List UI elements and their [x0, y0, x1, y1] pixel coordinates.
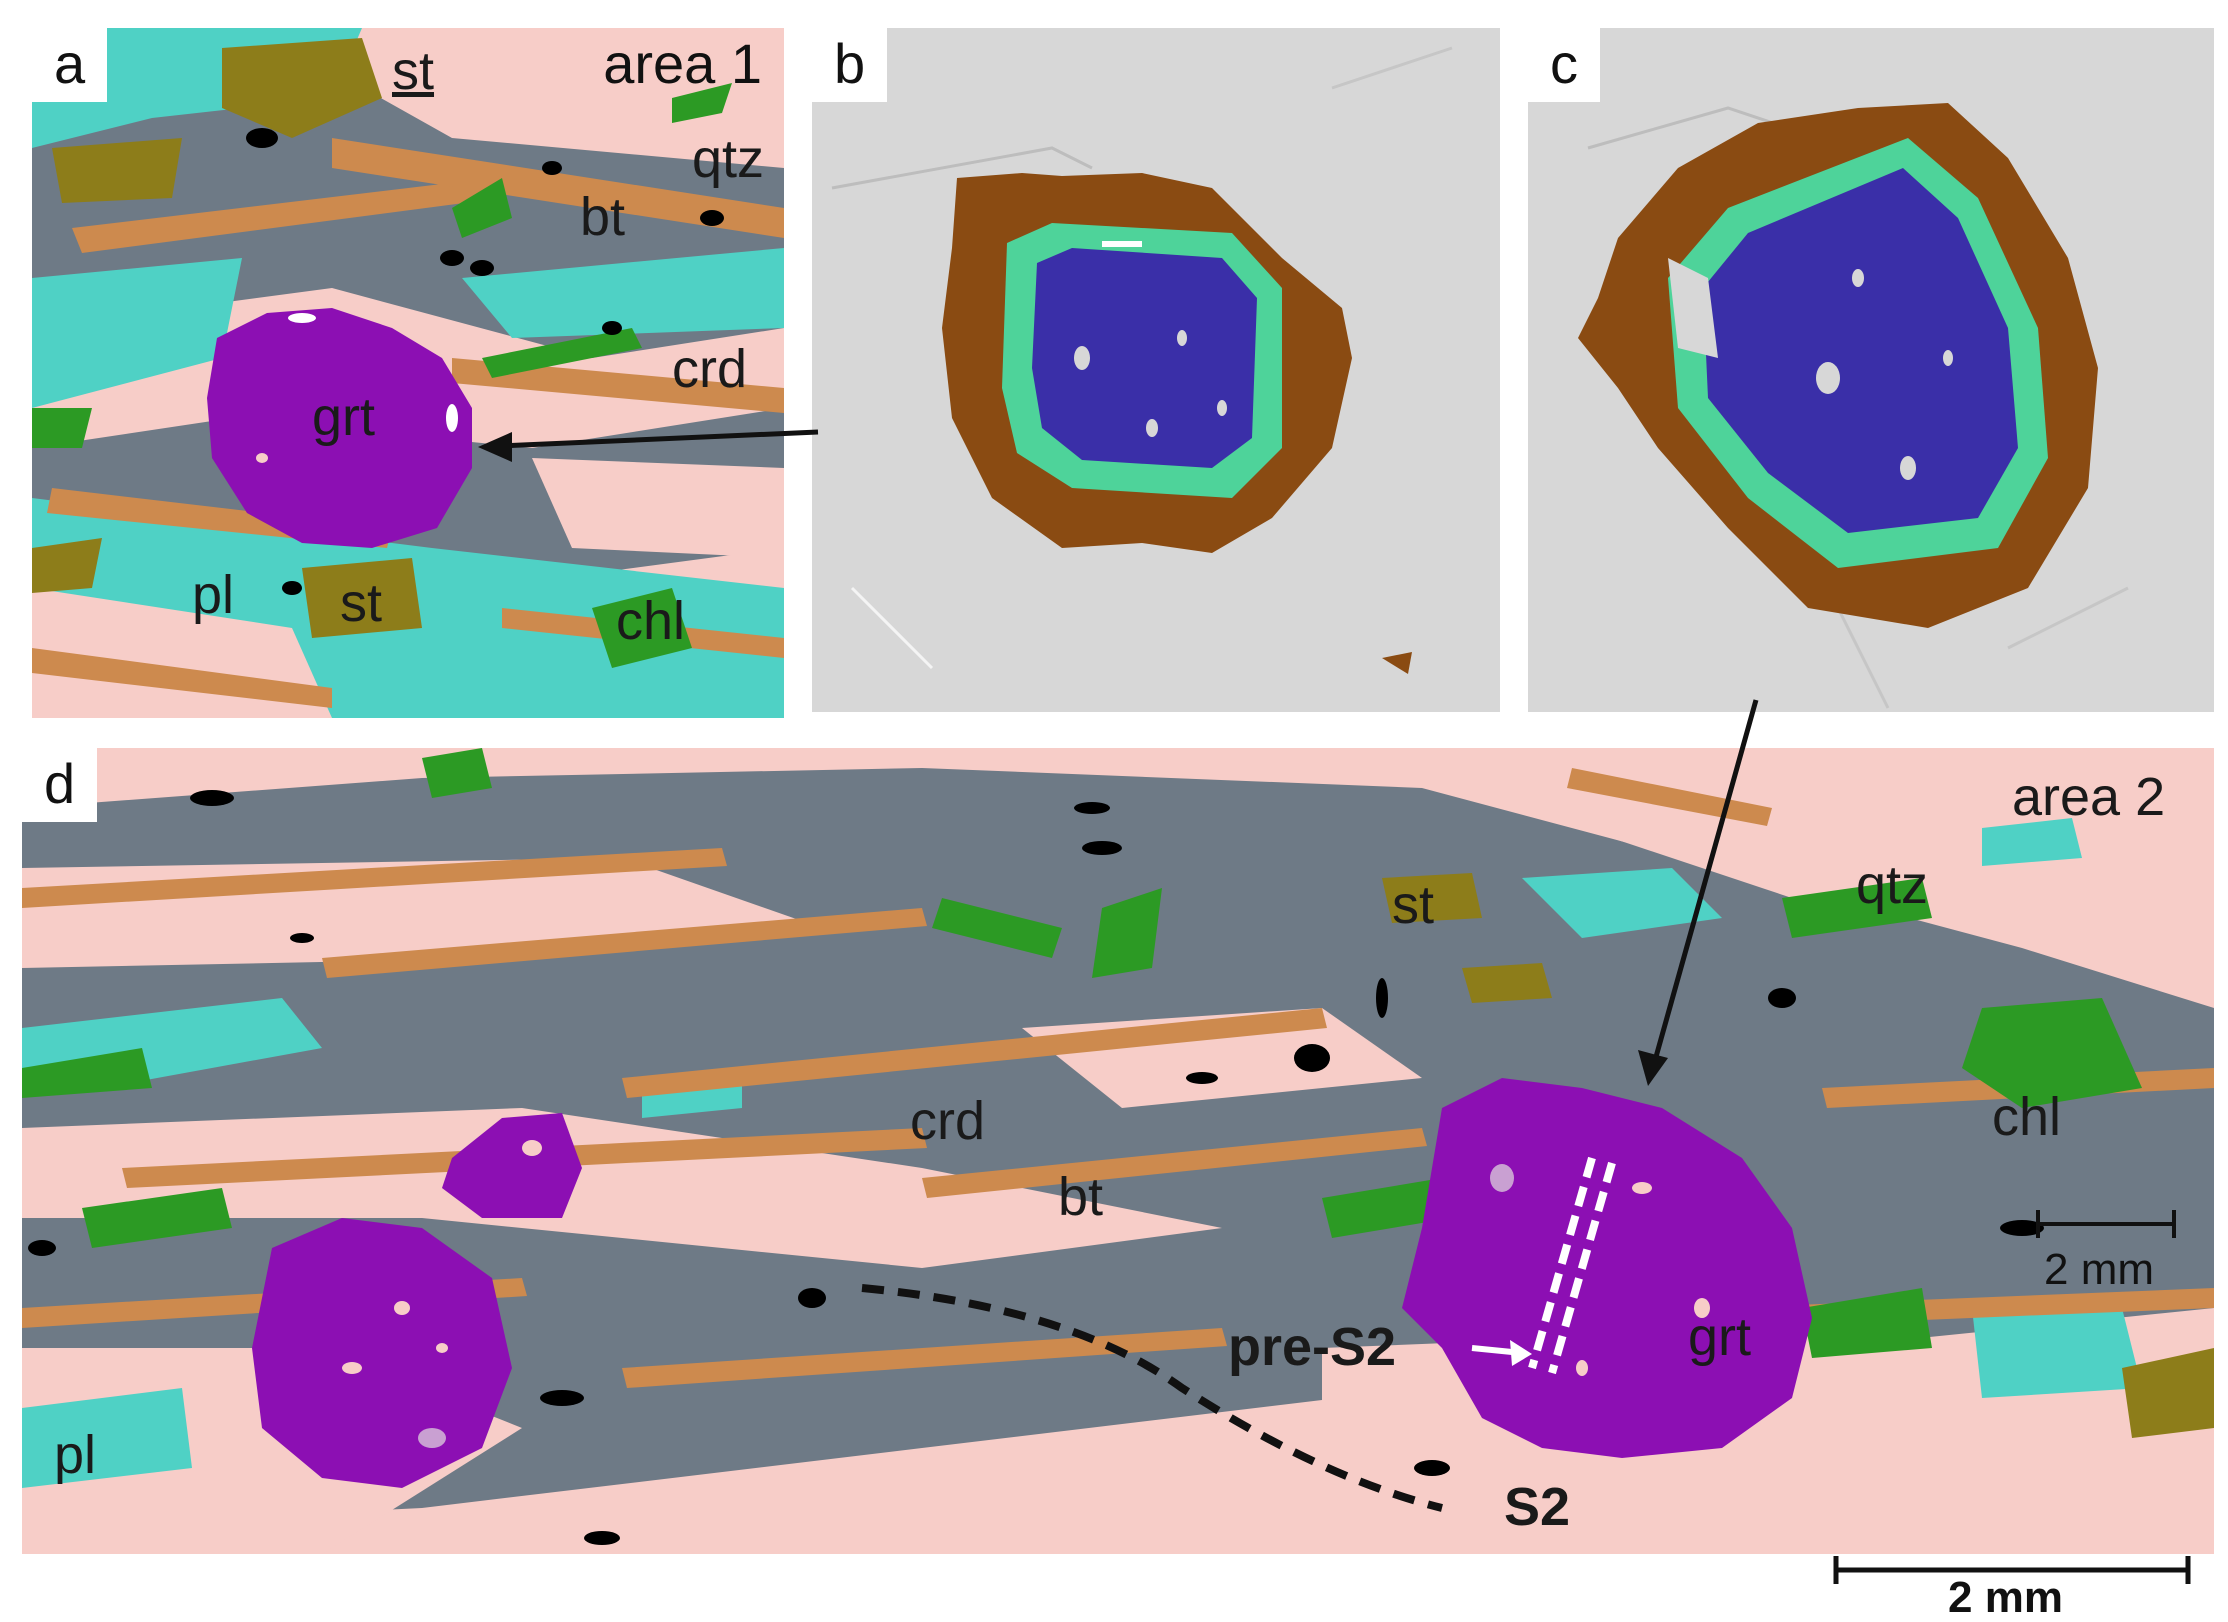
panel-d: d area 2 qtz st crd bt chl grt pl pre-S2… — [22, 748, 2214, 1554]
panel-a-letter: a — [32, 28, 108, 102]
label-grt-d: grt — [1688, 1307, 1752, 1367]
inner-scale-label: 2 mm — [2044, 1245, 2154, 1294]
label-pl-a: pl — [192, 565, 235, 625]
label-qtz-a: qtz — [692, 129, 765, 189]
label-st-bottom: st — [340, 573, 383, 633]
label-pl-d: pl — [54, 1425, 97, 1485]
panel-a-area-label: area 1 — [603, 32, 762, 95]
main-scale-label: 2 mm — [1948, 1573, 2063, 1622]
label-qtz-d: qtz — [1856, 855, 1929, 915]
panel-a-mineral-map — [32, 28, 784, 718]
panel-b-letter: b — [812, 28, 888, 102]
label-crd-d: crd — [910, 1091, 986, 1151]
panel-b-zoning-map — [831, 46, 1453, 674]
garnet-core-b — [1032, 248, 1257, 468]
panel-c-letter: c — [1528, 28, 1600, 102]
garnet-grain-a — [207, 308, 472, 548]
label-s2: S2 — [1504, 1477, 1571, 1537]
garnet-grain-d-small — [252, 1218, 512, 1488]
label-chl-a: chl — [616, 591, 686, 651]
label-bt-a: bt — [580, 187, 626, 247]
panel-a: a area 1 st qtz bt crd grt pl st chl — [32, 28, 784, 718]
garnet-core-c — [1703, 168, 2018, 533]
panel-b: b — [812, 28, 1500, 712]
panel-c: c — [1528, 28, 2214, 712]
garnet-grain-d-tiny — [442, 1113, 582, 1218]
label-crd-a: crd — [672, 339, 748, 399]
panel-c-zoning-map — [1578, 103, 2129, 709]
label-grt-a: grt — [312, 387, 376, 447]
panel-d-letter: d — [22, 748, 98, 822]
label-pre-s2: pre-S2 — [1228, 1317, 1397, 1377]
label-st-top: st — [392, 41, 435, 101]
label-chl-d: chl — [1992, 1087, 2062, 1147]
label-bt-d: bt — [1058, 1167, 1104, 1227]
panel-d-area-label: area 2 — [2012, 767, 2166, 827]
label-st-d: st — [1392, 875, 1435, 935]
